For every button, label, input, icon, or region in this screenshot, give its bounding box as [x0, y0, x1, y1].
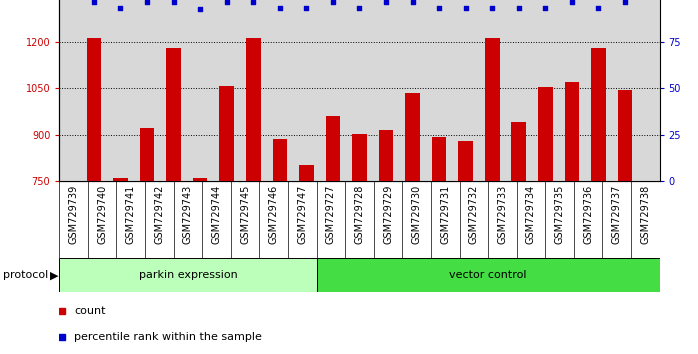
Point	[460, 5, 471, 10]
Text: GSM729731: GSM729731	[440, 184, 450, 244]
Point	[221, 0, 232, 5]
Bar	[246, 39, 260, 181]
Bar	[193, 178, 207, 181]
Bar	[565, 82, 579, 181]
Text: GSM729744: GSM729744	[211, 184, 221, 244]
Bar	[219, 86, 234, 181]
Point	[540, 5, 551, 10]
Bar	[352, 133, 366, 181]
Bar	[406, 93, 420, 181]
Bar	[166, 48, 181, 181]
Text: GSM729746: GSM729746	[269, 184, 279, 244]
Point	[354, 5, 365, 10]
Point	[380, 0, 392, 5]
Point	[513, 5, 524, 10]
Text: GSM729737: GSM729737	[611, 184, 622, 244]
Point	[327, 0, 339, 5]
Text: count: count	[74, 306, 106, 316]
Text: GSM729733: GSM729733	[498, 184, 507, 244]
Point	[248, 0, 259, 5]
Bar	[87, 39, 101, 181]
Bar	[379, 130, 394, 181]
Bar	[113, 178, 128, 181]
Point	[619, 0, 630, 5]
Text: GSM729734: GSM729734	[526, 184, 536, 244]
Bar	[59, 258, 317, 292]
Text: GSM729739: GSM729739	[68, 184, 79, 244]
Point	[89, 0, 100, 5]
Point	[168, 0, 179, 5]
Bar	[140, 128, 154, 181]
Text: GSM729732: GSM729732	[469, 184, 479, 244]
Text: protocol: protocol	[3, 270, 49, 280]
Text: parkin expression: parkin expression	[139, 270, 237, 280]
Text: GSM729740: GSM729740	[97, 184, 107, 244]
Text: vector control: vector control	[450, 270, 527, 280]
Text: GSM729743: GSM729743	[183, 184, 193, 244]
Text: GSM729736: GSM729736	[583, 184, 593, 244]
Text: GSM729727: GSM729727	[326, 184, 336, 244]
Point	[195, 6, 206, 12]
Text: GSM729742: GSM729742	[154, 184, 164, 244]
Point	[115, 5, 126, 10]
Bar	[459, 141, 473, 181]
Text: GSM729747: GSM729747	[297, 184, 307, 244]
Text: GSM729735: GSM729735	[555, 184, 565, 244]
Text: GSM729741: GSM729741	[126, 184, 136, 244]
Text: GSM729745: GSM729745	[240, 184, 250, 244]
Bar	[591, 48, 606, 181]
Bar	[485, 39, 500, 181]
Text: GSM729729: GSM729729	[383, 184, 393, 244]
Text: GSM729730: GSM729730	[412, 184, 422, 244]
Text: percentile rank within the sample: percentile rank within the sample	[74, 332, 262, 342]
Point	[566, 0, 577, 5]
Point	[407, 0, 418, 5]
Bar	[299, 165, 313, 181]
Point	[487, 5, 498, 10]
Text: ▶: ▶	[50, 270, 59, 280]
Bar	[325, 116, 340, 181]
Text: GSM729728: GSM729728	[355, 184, 364, 244]
Bar	[432, 137, 447, 181]
Point	[142, 0, 153, 5]
Bar	[512, 122, 526, 181]
Point	[593, 5, 604, 10]
Bar	[317, 258, 660, 292]
Bar	[538, 87, 553, 181]
Point	[274, 5, 285, 10]
Bar	[272, 139, 287, 181]
Point	[301, 5, 312, 10]
Point	[433, 5, 445, 10]
Text: GSM729738: GSM729738	[640, 184, 651, 244]
Bar	[618, 90, 632, 181]
